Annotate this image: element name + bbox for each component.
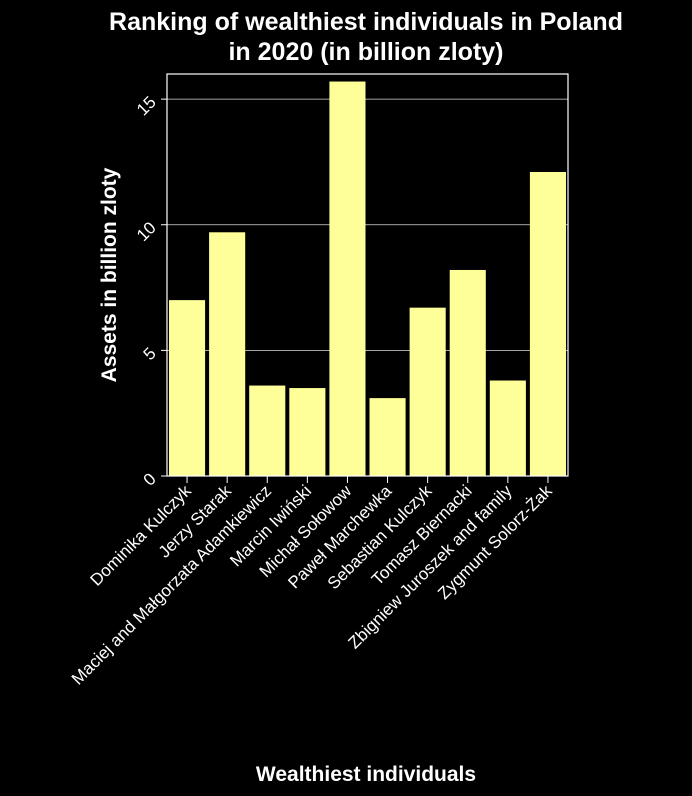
bar bbox=[169, 300, 206, 476]
bar bbox=[369, 398, 406, 476]
bar bbox=[449, 269, 486, 476]
bar bbox=[209, 232, 246, 476]
bar bbox=[409, 307, 446, 476]
y-tick-label: 0 bbox=[140, 469, 160, 489]
y-axis-ticks: 0 5 10 15 bbox=[133, 93, 167, 490]
x-axis-title: Wealthiest individuals bbox=[256, 763, 476, 786]
bar bbox=[329, 81, 366, 476]
y-tick-label: 10 bbox=[133, 218, 160, 245]
bar bbox=[289, 388, 326, 476]
chart-title-line-1: Ranking of wealthiest individuals in Pol… bbox=[109, 8, 623, 36]
plot-frame bbox=[166, 73, 569, 477]
bars bbox=[169, 81, 566, 477]
chart-title-line-2: in 2020 (in billion zloty) bbox=[228, 38, 503, 66]
y-tick-label: 5 bbox=[140, 344, 160, 364]
bar bbox=[529, 171, 566, 477]
y-axis-title: Assets in billion zloty bbox=[98, 167, 121, 382]
y-tick-label: 15 bbox=[133, 93, 160, 120]
bar bbox=[489, 380, 526, 476]
bar bbox=[249, 385, 286, 476]
